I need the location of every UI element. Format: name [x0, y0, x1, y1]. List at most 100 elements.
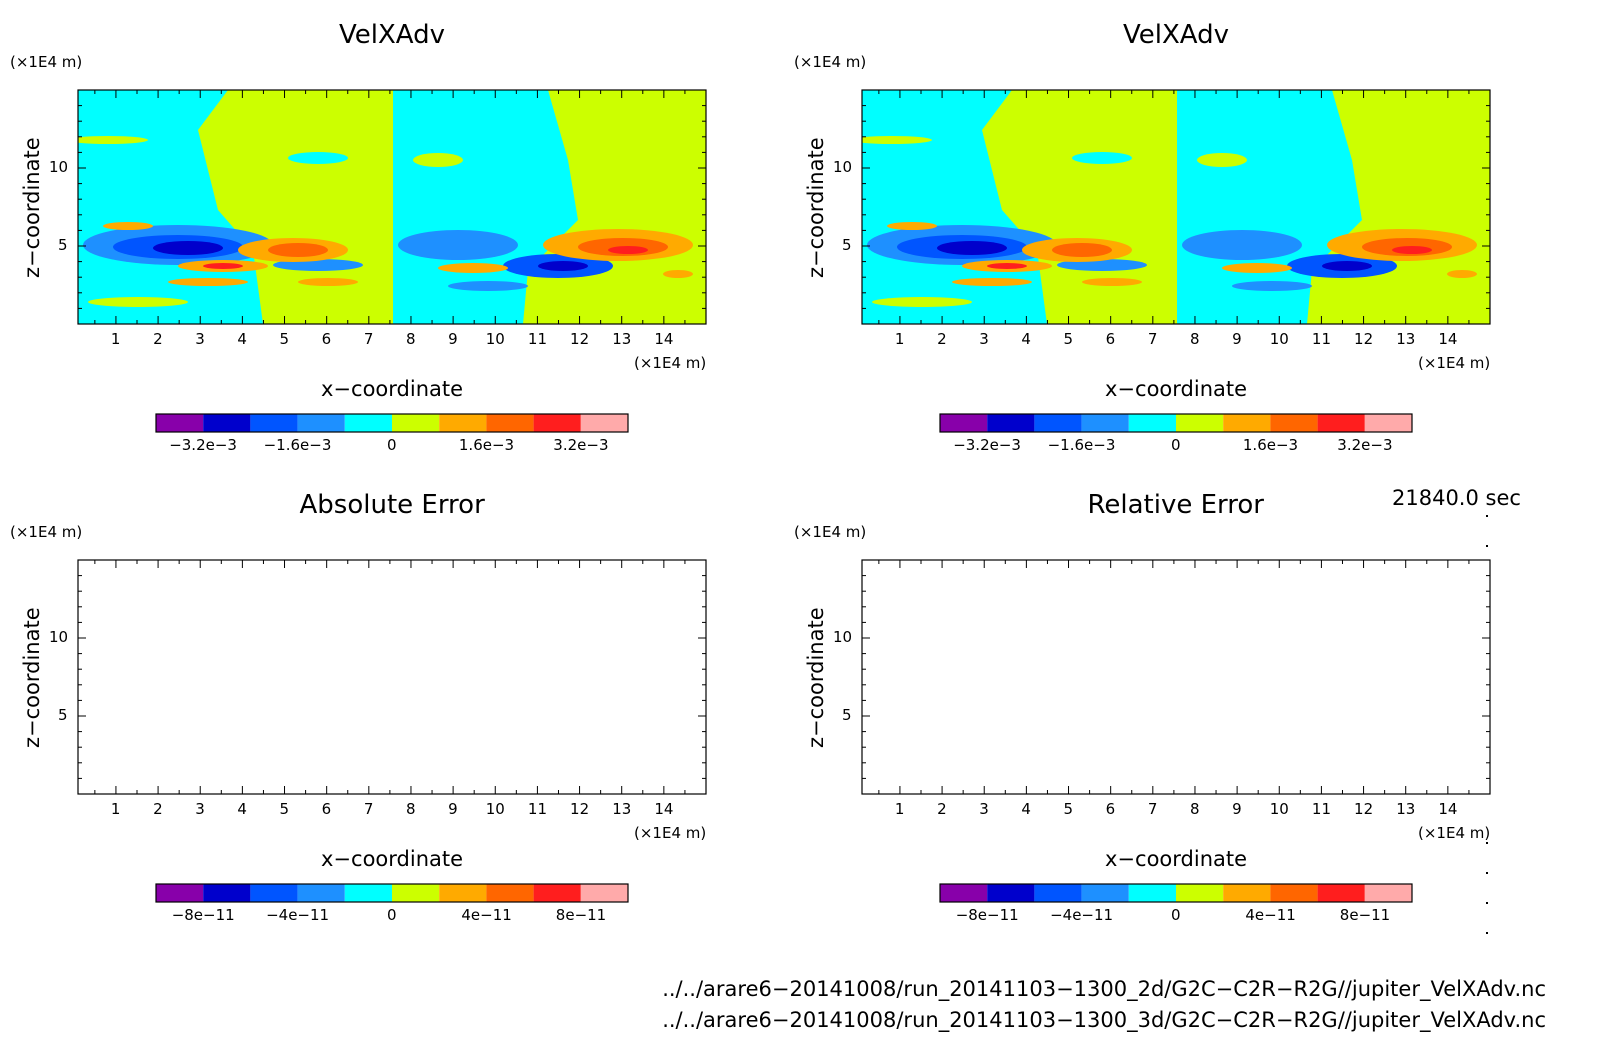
- contour-region: [1322, 261, 1372, 271]
- colorbar-tick-label: 0: [387, 436, 397, 454]
- colorbar-swatch: [1364, 414, 1412, 432]
- x-tick-label: 1: [110, 800, 121, 818]
- colorbar-tick-label: 3.2e−3: [1337, 436, 1393, 454]
- contour-region: [1407, 136, 1490, 144]
- colorbar-swatch: [533, 414, 581, 432]
- contour-region: [153, 241, 223, 255]
- margin-dot: [1486, 872, 1488, 874]
- file-path-3d: ../../arare6−20141008/run_20141103−1300_…: [662, 1008, 1546, 1032]
- chart-svg: [77, 89, 707, 433]
- x-tick-label: 11: [527, 800, 547, 818]
- contour-region: [168, 278, 248, 286]
- contour-region: [448, 281, 528, 291]
- colorbar-swatch: [297, 414, 345, 432]
- colorbar-swatch: [203, 414, 251, 432]
- x-tick-label: 10: [1269, 800, 1289, 818]
- colorbar-swatch: [1034, 414, 1082, 432]
- colorbar-swatch: [1176, 884, 1224, 902]
- x-tick-label: 13: [612, 330, 632, 348]
- contour-region: [1447, 270, 1477, 278]
- x-tick-label: 6: [1105, 800, 1116, 818]
- colorbar-tick-label: 4e−11: [1245, 906, 1296, 924]
- contour-region: [1052, 243, 1112, 257]
- colorbar-swatch: [1081, 884, 1129, 902]
- colorbar-swatch: [1223, 414, 1271, 432]
- colorbar-tick-label: 0: [387, 906, 397, 924]
- chart-panel-top-right: VelXAdv (×1E4 m) 1 2 3 4 5 6 7 8 9 10 11 12 13 14 5 10 (×1…: [784, 0, 1564, 470]
- colorbar-swatch: [1034, 884, 1082, 902]
- contour-region: [203, 263, 243, 269]
- colorbar-swatch: [344, 884, 392, 902]
- colorbar-tick-label: −8e−11: [171, 906, 235, 924]
- x-tick-label: 4: [237, 800, 247, 818]
- x-tick-label: 4: [1021, 800, 1031, 818]
- z-unit-label: (×1E4 m): [10, 523, 83, 541]
- x-unit-label: (×1E4 m): [634, 824, 707, 842]
- x-tick-label: 6: [321, 330, 332, 348]
- contour-region: [78, 136, 148, 144]
- contour-region: [268, 243, 328, 257]
- colorbar-swatch: [1128, 884, 1176, 902]
- x-tick-label: 8: [1189, 330, 1200, 348]
- x-tick-label: 12: [570, 330, 590, 348]
- colorbar-swatch: [580, 414, 628, 432]
- y-tick-label: 5: [842, 706, 852, 724]
- colorbar-swatch: [392, 414, 440, 432]
- x-tick-label: 8: [405, 330, 416, 348]
- file-path-2d: ../../arare6−20141008/run_20141103−1300_…: [662, 977, 1546, 1001]
- colorbar-swatch: [1128, 414, 1176, 432]
- contour-region: [937, 241, 1007, 255]
- file-paths: ../../arare6−20141008/run_20141103−1300_…: [480, 974, 1546, 1036]
- x-tick-label: 14: [1438, 800, 1458, 818]
- contour-region: [1082, 278, 1142, 286]
- x-tick-label: 9: [448, 330, 458, 348]
- x-tick-label: 5: [1063, 330, 1074, 348]
- chart-panel-bottom-right: Relative Error (×1E4 m) 1 2 3 4 5 6 7 8 9 10 11 12 13 1…: [784, 470, 1564, 940]
- contour-region: [298, 278, 358, 286]
- x-tick-label: 7: [363, 330, 374, 348]
- x-tick-label: 3: [979, 800, 989, 818]
- x-tick-label: 7: [363, 800, 374, 818]
- plot-frame: [861, 89, 1491, 325]
- x-unit-label: (×1E4 m): [634, 354, 707, 372]
- x-unit-label: (×1E4 m): [1418, 824, 1491, 842]
- colorbar-tick-label: 1.6e−3: [1242, 436, 1299, 454]
- contour-field: [78, 90, 706, 324]
- colorbar-tick-label: −1.6e−3: [263, 436, 332, 454]
- x-tick-label: 13: [612, 800, 632, 818]
- colorbar-swatch: [439, 884, 487, 902]
- colorbar-tick-label: −3.2e−3: [953, 436, 1021, 454]
- x-tick-label: 6: [1105, 330, 1116, 348]
- colorbar-swatch: [940, 414, 988, 432]
- colorbar-swatch: [486, 414, 534, 432]
- contour-region: [398, 230, 518, 260]
- contour-region: [413, 153, 463, 167]
- chart-svg: [861, 559, 1491, 903]
- x-tick-label: 5: [1063, 800, 1074, 818]
- contour-region: [103, 222, 153, 230]
- x-tick-label: 4: [1021, 330, 1031, 348]
- colorbar-swatch: [1223, 884, 1271, 902]
- contour-region: [1057, 259, 1147, 271]
- x-axis-label: x−coordinate: [321, 377, 464, 401]
- x-tick-label: 13: [1396, 330, 1416, 348]
- colorbar-swatch: [987, 884, 1035, 902]
- x-axis-label: x−coordinate: [1105, 847, 1248, 871]
- y-tick-label: 10: [49, 628, 69, 646]
- colorbar-tick-label: 8e−11: [1339, 906, 1391, 924]
- chart-title: VelXAdv: [339, 20, 446, 50]
- chart-svg: [861, 89, 1491, 433]
- colorbar-swatch: [1270, 414, 1318, 432]
- contour-region: [1222, 263, 1292, 273]
- plot-frame: [77, 559, 707, 795]
- chart-title: Relative Error: [1087, 490, 1265, 520]
- x-tick-label: 1: [894, 800, 905, 818]
- contour-region: [1392, 246, 1432, 254]
- x-tick-label: 1: [110, 330, 121, 348]
- contour-region: [887, 222, 937, 230]
- chart-title: Absolute Error: [299, 490, 485, 520]
- colorbar-tick-label: −8e−11: [955, 906, 1019, 924]
- x-tick-label: 9: [448, 800, 458, 818]
- x-tick-label: 12: [1354, 800, 1374, 818]
- colorbar-frame: [939, 413, 1413, 433]
